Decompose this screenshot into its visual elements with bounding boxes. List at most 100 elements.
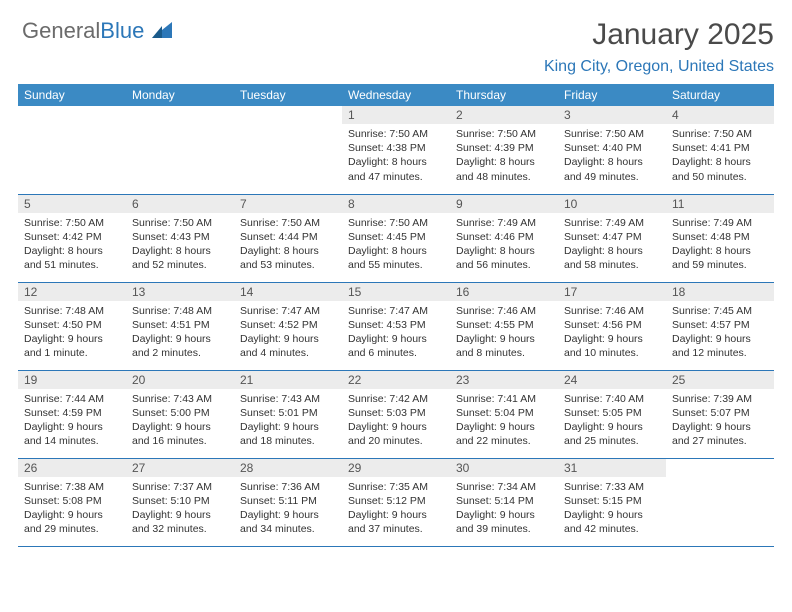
daylight-line-1: Daylight: 9 hours [132, 508, 228, 522]
day-number: 22 [342, 371, 450, 389]
daylight-line-2: and 59 minutes. [672, 258, 768, 272]
day-details: Sunrise: 7:33 AMSunset: 5:15 PMDaylight:… [558, 477, 666, 541]
sunrise-line: Sunrise: 7:33 AM [564, 480, 660, 494]
day-number: 18 [666, 283, 774, 301]
daylight-line-2: and 20 minutes. [348, 434, 444, 448]
day-cell: 26Sunrise: 7:38 AMSunset: 5:08 PMDayligh… [18, 458, 126, 546]
day-number: 15 [342, 283, 450, 301]
day-details: Sunrise: 7:39 AMSunset: 5:07 PMDaylight:… [666, 389, 774, 453]
day-number: 21 [234, 371, 342, 389]
day-number: 13 [126, 283, 234, 301]
logo: GeneralBlue [22, 18, 174, 44]
daylight-line-2: and 8 minutes. [456, 346, 552, 360]
daylight-line-1: Daylight: 9 hours [240, 332, 336, 346]
daylight-line-1: Daylight: 8 hours [564, 155, 660, 169]
sunrise-line: Sunrise: 7:34 AM [456, 480, 552, 494]
sunrise-line: Sunrise: 7:50 AM [348, 216, 444, 230]
calendar-week-row: 12Sunrise: 7:48 AMSunset: 4:50 PMDayligh… [18, 282, 774, 370]
day-number: 29 [342, 459, 450, 477]
day-cell: 31Sunrise: 7:33 AMSunset: 5:15 PMDayligh… [558, 458, 666, 546]
day-number: 2 [450, 106, 558, 124]
daylight-line-2: and 27 minutes. [672, 434, 768, 448]
sunset-line: Sunset: 4:51 PM [132, 318, 228, 332]
daylight-line-1: Daylight: 8 hours [456, 244, 552, 258]
day-details: Sunrise: 7:43 AMSunset: 5:01 PMDaylight:… [234, 389, 342, 453]
daylight-line-1: Daylight: 9 hours [456, 332, 552, 346]
day-cell: 13Sunrise: 7:48 AMSunset: 4:51 PMDayligh… [126, 282, 234, 370]
sunrise-line: Sunrise: 7:48 AM [24, 304, 120, 318]
sunset-line: Sunset: 5:15 PM [564, 494, 660, 508]
day-details: Sunrise: 7:45 AMSunset: 4:57 PMDaylight:… [666, 301, 774, 365]
sunrise-line: Sunrise: 7:37 AM [132, 480, 228, 494]
day-number: 12 [18, 283, 126, 301]
day-header: Saturday [666, 84, 774, 106]
day-details: Sunrise: 7:49 AMSunset: 4:47 PMDaylight:… [558, 213, 666, 277]
sunset-line: Sunset: 4:43 PM [132, 230, 228, 244]
daylight-line-1: Daylight: 9 hours [672, 332, 768, 346]
sunrise-line: Sunrise: 7:47 AM [240, 304, 336, 318]
day-details: Sunrise: 7:46 AMSunset: 4:55 PMDaylight:… [450, 301, 558, 365]
daylight-line-1: Daylight: 9 hours [24, 420, 120, 434]
sunrise-line: Sunrise: 7:39 AM [672, 392, 768, 406]
day-details: Sunrise: 7:42 AMSunset: 5:03 PMDaylight:… [342, 389, 450, 453]
day-header: Tuesday [234, 84, 342, 106]
day-cell: 20Sunrise: 7:43 AMSunset: 5:00 PMDayligh… [126, 370, 234, 458]
daylight-line-1: Daylight: 9 hours [240, 420, 336, 434]
day-number: 9 [450, 195, 558, 213]
daylight-line-1: Daylight: 8 hours [672, 244, 768, 258]
day-details: Sunrise: 7:43 AMSunset: 5:00 PMDaylight:… [126, 389, 234, 453]
day-cell: 22Sunrise: 7:42 AMSunset: 5:03 PMDayligh… [342, 370, 450, 458]
daylight-line-1: Daylight: 9 hours [240, 508, 336, 522]
sunrise-line: Sunrise: 7:48 AM [132, 304, 228, 318]
daylight-line-2: and 18 minutes. [240, 434, 336, 448]
day-number: 31 [558, 459, 666, 477]
daylight-line-2: and 51 minutes. [24, 258, 120, 272]
sunrise-line: Sunrise: 7:50 AM [348, 127, 444, 141]
day-number: 30 [450, 459, 558, 477]
daylight-line-2: and 50 minutes. [672, 170, 768, 184]
daylight-line-1: Daylight: 9 hours [564, 420, 660, 434]
day-cell: 12Sunrise: 7:48 AMSunset: 4:50 PMDayligh… [18, 282, 126, 370]
daylight-line-1: Daylight: 8 hours [24, 244, 120, 258]
daylight-line-1: Daylight: 9 hours [672, 420, 768, 434]
day-cell: 24Sunrise: 7:40 AMSunset: 5:05 PMDayligh… [558, 370, 666, 458]
day-cell: 7Sunrise: 7:50 AMSunset: 4:44 PMDaylight… [234, 194, 342, 282]
daylight-line-2: and 10 minutes. [564, 346, 660, 360]
daylight-line-1: Daylight: 9 hours [348, 332, 444, 346]
daylight-line-1: Daylight: 9 hours [132, 420, 228, 434]
logo-text-gray: General [22, 18, 100, 43]
sunrise-line: Sunrise: 7:45 AM [672, 304, 768, 318]
day-cell: 5Sunrise: 7:50 AMSunset: 4:42 PMDaylight… [18, 194, 126, 282]
day-cell: 16Sunrise: 7:46 AMSunset: 4:55 PMDayligh… [450, 282, 558, 370]
empty-cell [666, 458, 774, 546]
day-cell: 14Sunrise: 7:47 AMSunset: 4:52 PMDayligh… [234, 282, 342, 370]
day-number: 4 [666, 106, 774, 124]
daylight-line-2: and 2 minutes. [132, 346, 228, 360]
day-header: Wednesday [342, 84, 450, 106]
sunrise-line: Sunrise: 7:50 AM [24, 216, 120, 230]
day-header: Sunday [18, 84, 126, 106]
day-cell: 11Sunrise: 7:49 AMSunset: 4:48 PMDayligh… [666, 194, 774, 282]
location-subtitle: King City, Oregon, United States [18, 58, 774, 76]
sunset-line: Sunset: 5:08 PM [24, 494, 120, 508]
daylight-line-2: and 14 minutes. [24, 434, 120, 448]
daylight-line-1: Daylight: 9 hours [564, 332, 660, 346]
sunset-line: Sunset: 4:53 PM [348, 318, 444, 332]
day-number: 1 [342, 106, 450, 124]
sunset-line: Sunset: 4:38 PM [348, 141, 444, 155]
day-number: 10 [558, 195, 666, 213]
daylight-line-2: and 32 minutes. [132, 522, 228, 536]
calendar-week-row: 19Sunrise: 7:44 AMSunset: 4:59 PMDayligh… [18, 370, 774, 458]
day-cell: 6Sunrise: 7:50 AMSunset: 4:43 PMDaylight… [126, 194, 234, 282]
day-details: Sunrise: 7:47 AMSunset: 4:52 PMDaylight:… [234, 301, 342, 365]
calendar-week-row: 1 Sunrise: 7:50 AMSunset: 4:38 PM Daylight… [18, 106, 774, 194]
sunrise-line: Sunrise: 7:35 AM [348, 480, 444, 494]
day-details: Sunrise: 7:44 AMSunset: 4:59 PMDaylight:… [18, 389, 126, 453]
sunrise-line: Sunrise: 7:41 AM [456, 392, 552, 406]
day-number: 16 [450, 283, 558, 301]
day-details: Sunrise: 7:48 AMSunset: 4:51 PMDaylight:… [126, 301, 234, 365]
day-details: Sunrise: 7:50 AMSunset: 4:39 PMDaylight:… [450, 124, 558, 188]
daylight-line-2: and 53 minutes. [240, 258, 336, 272]
day-number: 7 [234, 195, 342, 213]
sunset-line: Sunset: 4:59 PM [24, 406, 120, 420]
